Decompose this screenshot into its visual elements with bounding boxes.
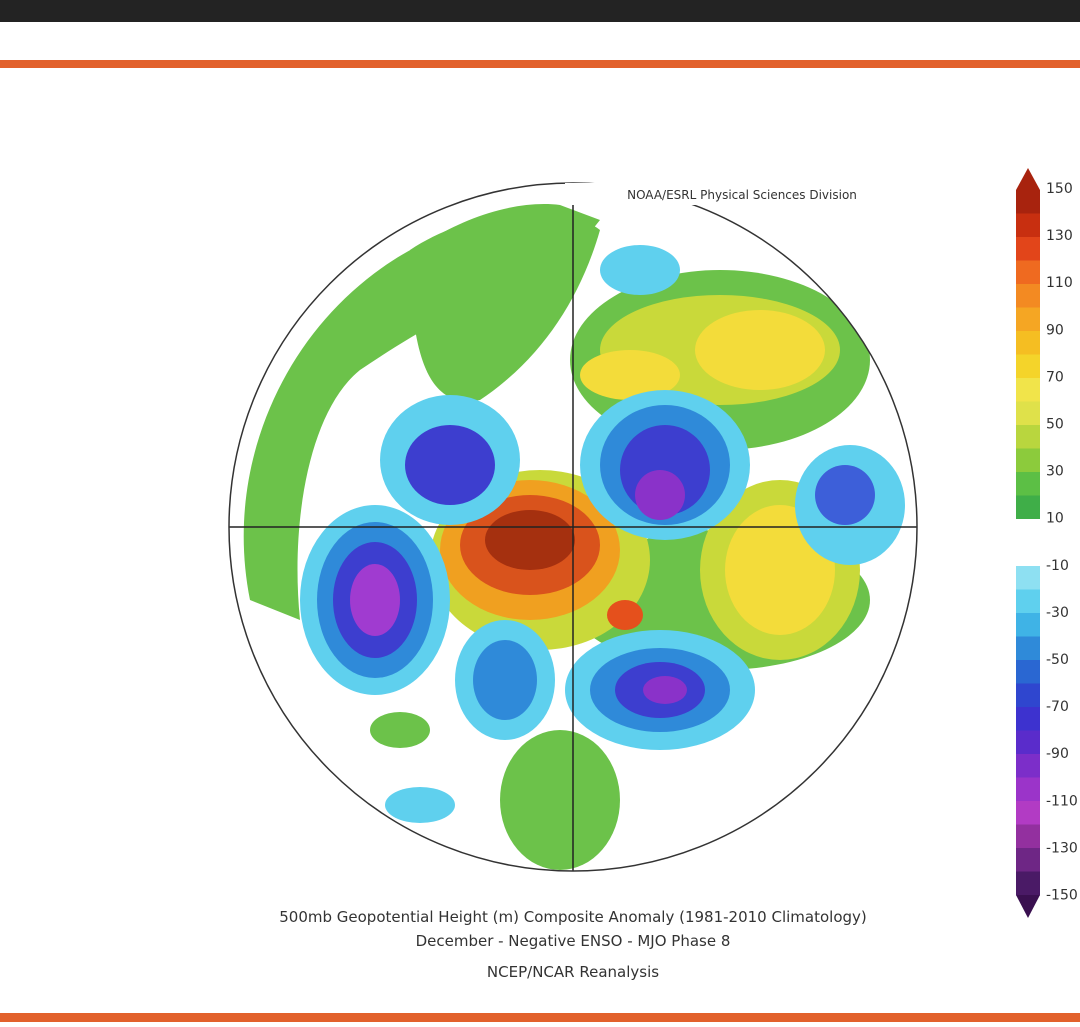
colorbar-swatch	[1016, 495, 1040, 520]
colorbar-swatch	[1016, 284, 1040, 308]
colorbar-swatch	[1016, 660, 1040, 684]
bottom-rule	[0, 1013, 1080, 1022]
colorbar-swatch	[1016, 307, 1040, 332]
top-bar	[0, 0, 1080, 22]
colorbar-swatch	[1016, 824, 1040, 849]
colorbar-label: 110	[1046, 275, 1073, 291]
colorbar-label: -10	[1046, 558, 1069, 574]
colorbar-swatch	[1016, 871, 1040, 896]
colorbar-label: 30	[1046, 464, 1064, 480]
colorbar-swatch	[1016, 801, 1040, 825]
colorbar-label: -150	[1046, 888, 1078, 904]
colorbar-arrow	[1016, 895, 1040, 918]
colorbar-label: -30	[1046, 605, 1069, 621]
colorbar-arrow	[1016, 168, 1040, 190]
colorbar-label: -110	[1046, 793, 1078, 809]
colorbar-swatch	[1016, 190, 1040, 214]
colorbar-label: -90	[1046, 746, 1069, 762]
caption-line: 500mb Geopotential Height (m) Composite …	[279, 908, 867, 926]
colorbar-swatch	[1016, 613, 1040, 637]
colorbar-label: -50	[1046, 652, 1069, 668]
colorbar-swatch	[1016, 636, 1040, 661]
colorbar-swatch	[1016, 777, 1040, 802]
colorbar-swatch	[1016, 542, 1040, 567]
colorbar-swatch	[1016, 401, 1040, 426]
colorbar-swatch	[1016, 378, 1040, 402]
source-box	[565, 183, 915, 205]
colorbar-label: 50	[1046, 417, 1064, 433]
colorbar-swatch	[1016, 589, 1040, 614]
source-label: NOAA/ESRL Physical Sciences Division	[627, 188, 857, 202]
caption-line: NCEP/NCAR Reanalysis	[487, 963, 659, 981]
colorbar-swatch	[1016, 754, 1040, 778]
colorbar-swatch	[1016, 683, 1040, 708]
colorbar-swatch	[1016, 448, 1040, 473]
colorbar-swatch	[1016, 707, 1040, 731]
colorbar-swatch	[1016, 848, 1040, 872]
colorbar-swatch	[1016, 519, 1040, 543]
colorbar-label: 10	[1046, 511, 1064, 527]
colorbar-label: 130	[1046, 228, 1073, 244]
colorbar-swatch	[1016, 730, 1040, 755]
colorbar-label: 70	[1046, 369, 1064, 385]
colorbar-swatch	[1016, 472, 1040, 496]
colorbar-label: -70	[1046, 699, 1069, 715]
colorbar: 150 130 110 90 70 50 30 10 -10 -30 -50 -70 -90 -110 -1…	[1016, 168, 1078, 918]
colorbar-swatch	[1016, 237, 1040, 261]
anomaly-field	[229, 183, 917, 871]
colorbar-swatch	[1016, 566, 1040, 590]
colorbar-swatch	[1016, 354, 1040, 379]
colorbar-label: 150	[1046, 181, 1073, 197]
colorbar-swatch	[1016, 260, 1040, 285]
caption-line: December - Negative ENSO - MJO Phase 8	[416, 932, 731, 950]
colorbar-swatch	[1016, 331, 1040, 355]
colorbar-swatch	[1016, 213, 1040, 238]
colorbar-swatch	[1016, 425, 1040, 449]
top-rule	[0, 60, 1080, 68]
colorbar-label: -130	[1046, 840, 1078, 856]
colorbar-label: 90	[1046, 322, 1064, 338]
